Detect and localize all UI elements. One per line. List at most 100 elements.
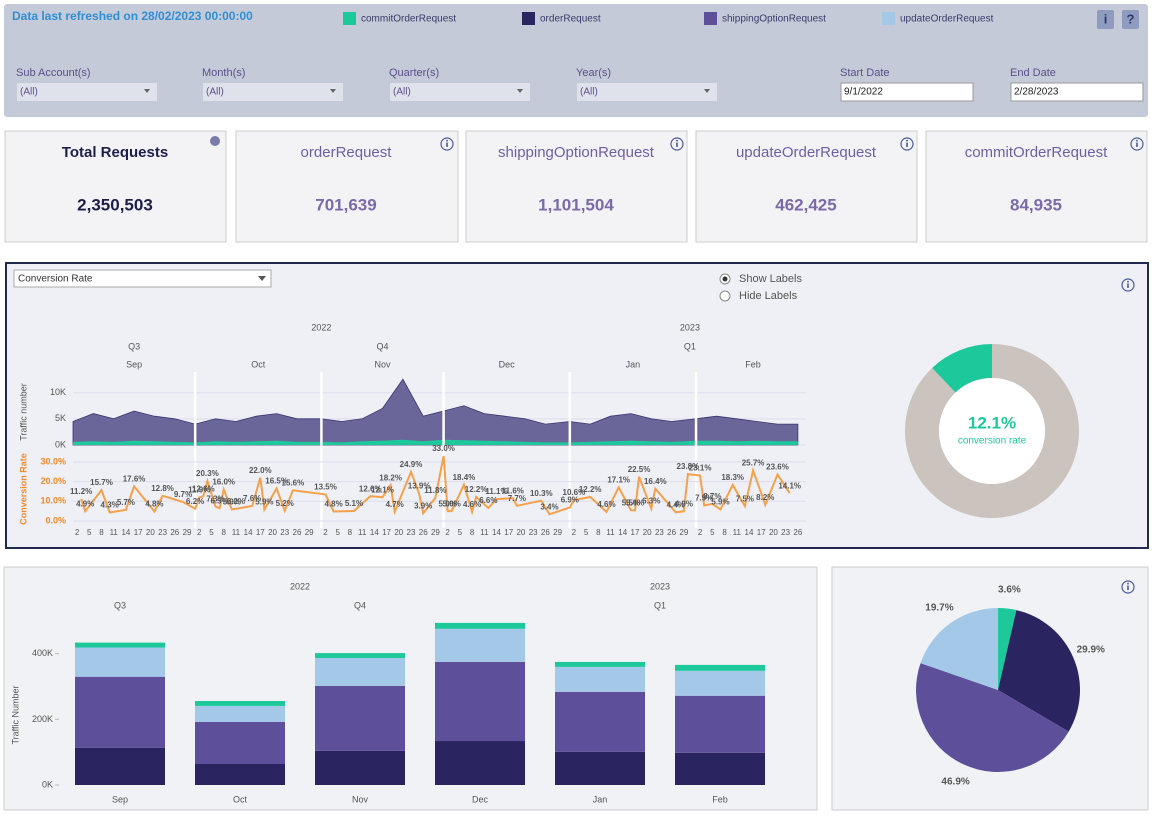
data-label: 4.3% (101, 501, 119, 510)
x-tick-label: 17 (256, 528, 265, 537)
x-tick-label: 26 (793, 528, 802, 537)
x-tick-label: 26 (419, 528, 428, 537)
filter-label: Start Date (840, 67, 890, 79)
y-axis-label: Conversion Rate (18, 453, 28, 525)
data-label: 16.0% (212, 478, 235, 487)
data-label: 5.0% (443, 499, 461, 508)
kpi-value: 462,425 (775, 195, 836, 214)
conversion-line (80, 455, 791, 516)
bar-segment (675, 664, 765, 671)
x-tick-label: 29 (553, 528, 562, 537)
info-icon[interactable] (1121, 278, 1135, 292)
data-label: 4.6% (597, 500, 615, 509)
data-label: 7.7% (508, 494, 526, 503)
data-label: 8.7% (703, 492, 721, 501)
data-label: 3.9% (414, 501, 432, 510)
toolbar-button[interactable] (1122, 10, 1139, 29)
radio-label: Show Labels (739, 273, 802, 285)
date-input[interactable] (1010, 82, 1144, 102)
data-label: 6.2% (186, 497, 204, 506)
bar-segment (555, 661, 645, 667)
x-tick-label: 8 (470, 528, 475, 537)
x-tick-label: 14 (370, 528, 379, 537)
month-header: Feb (745, 359, 761, 369)
data-label: 5.7% (117, 498, 135, 507)
data-label: 5.1% (345, 499, 363, 508)
filter-dropdown[interactable] (390, 83, 530, 101)
radio[interactable] (719, 290, 731, 302)
bar-segment (75, 747, 165, 785)
info-icon[interactable] (900, 137, 914, 151)
filter-label: Month(s) (202, 67, 245, 79)
x-tick-label: 29 (679, 528, 688, 537)
legend-swatch (704, 12, 717, 25)
x-tick-label: 11 (733, 528, 742, 537)
kpi-label: orderRequest (301, 144, 393, 161)
data-label: 25.7% (742, 458, 765, 467)
kpi-value: 2,350,503 (77, 195, 153, 214)
x-tick-label: 23 (781, 528, 790, 537)
x-tick-label: 2 (572, 528, 577, 537)
x-tick-label: 2 (698, 528, 703, 537)
quarter-header: Q3 (114, 600, 126, 610)
month-header: Jan (626, 359, 641, 369)
data-label: 7.3% (206, 495, 224, 504)
data-label: 7.5% (736, 494, 754, 503)
x-tick-label: 5 (209, 528, 214, 537)
data-label: 12.8% (151, 484, 174, 493)
data-label: 11.9% (188, 486, 210, 495)
info-icon-stem (906, 142, 908, 147)
dropdown-arrow (144, 89, 150, 93)
x-tick-label: 14 (618, 528, 627, 537)
filter-dropdown[interactable] (203, 83, 343, 101)
x-tick-label: Sep (112, 794, 128, 804)
filter-dropdown[interactable] (17, 83, 157, 101)
measure-value: Conversion Rate (18, 274, 93, 285)
info-icon[interactable] (440, 137, 454, 151)
bar-segment (195, 722, 285, 764)
x-tick-label: 14 (244, 528, 253, 537)
x-tick-label: 2 (445, 528, 450, 537)
donut-caption: conversion rate (958, 436, 1027, 447)
y-tick-label: 200K (32, 714, 53, 724)
date-input[interactable] (840, 82, 974, 102)
x-tick-label: 26 (293, 528, 302, 537)
x-tick-label: 5 (710, 528, 715, 537)
data-label: 11.6% (502, 486, 524, 495)
status-dot (210, 136, 220, 146)
x-tick-label: 14 (745, 528, 754, 537)
info-icon[interactable] (670, 137, 684, 151)
x-tick-label: 23 (158, 528, 167, 537)
x-tick-label: 2 (75, 528, 80, 537)
filter-value: (All) (206, 87, 224, 98)
toolbar-button[interactable] (1097, 10, 1114, 29)
x-tick-label: Nov (352, 794, 369, 804)
pie-slice (998, 610, 1080, 732)
x-tick-label: 23 (280, 528, 289, 537)
filter-value: (All) (393, 87, 411, 98)
filter-dropdown[interactable] (577, 83, 717, 101)
x-tick-label: 11 (358, 528, 367, 537)
info-icon-dot (1127, 582, 1129, 585)
measure-dropdown[interactable] (13, 269, 272, 288)
bar-segment (435, 741, 525, 785)
kpi-value: 701,639 (315, 195, 376, 214)
data-label: 16.5% (265, 477, 288, 486)
legend-swatch (882, 12, 895, 25)
bar-segment (315, 750, 405, 785)
data-label: 15.7% (90, 478, 113, 487)
info-icon[interactable] (1130, 137, 1144, 151)
x-tick-label: Feb (712, 794, 728, 804)
pie-slice (998, 608, 1017, 690)
data-label: 4.8% (325, 500, 343, 509)
y-tick-label: 400K (32, 648, 53, 658)
bar-segment (315, 685, 405, 751)
data-label: 4.4% (667, 500, 685, 509)
x-tick-label: 8 (348, 528, 353, 537)
data-label: 11.2% (70, 487, 92, 496)
info-icon[interactable] (1121, 580, 1135, 594)
bar-segment (195, 764, 285, 785)
data-label: 6.5% (210, 496, 228, 505)
dropdown-arrow (704, 89, 710, 93)
filter-label: Sub Account(s) (16, 67, 91, 79)
